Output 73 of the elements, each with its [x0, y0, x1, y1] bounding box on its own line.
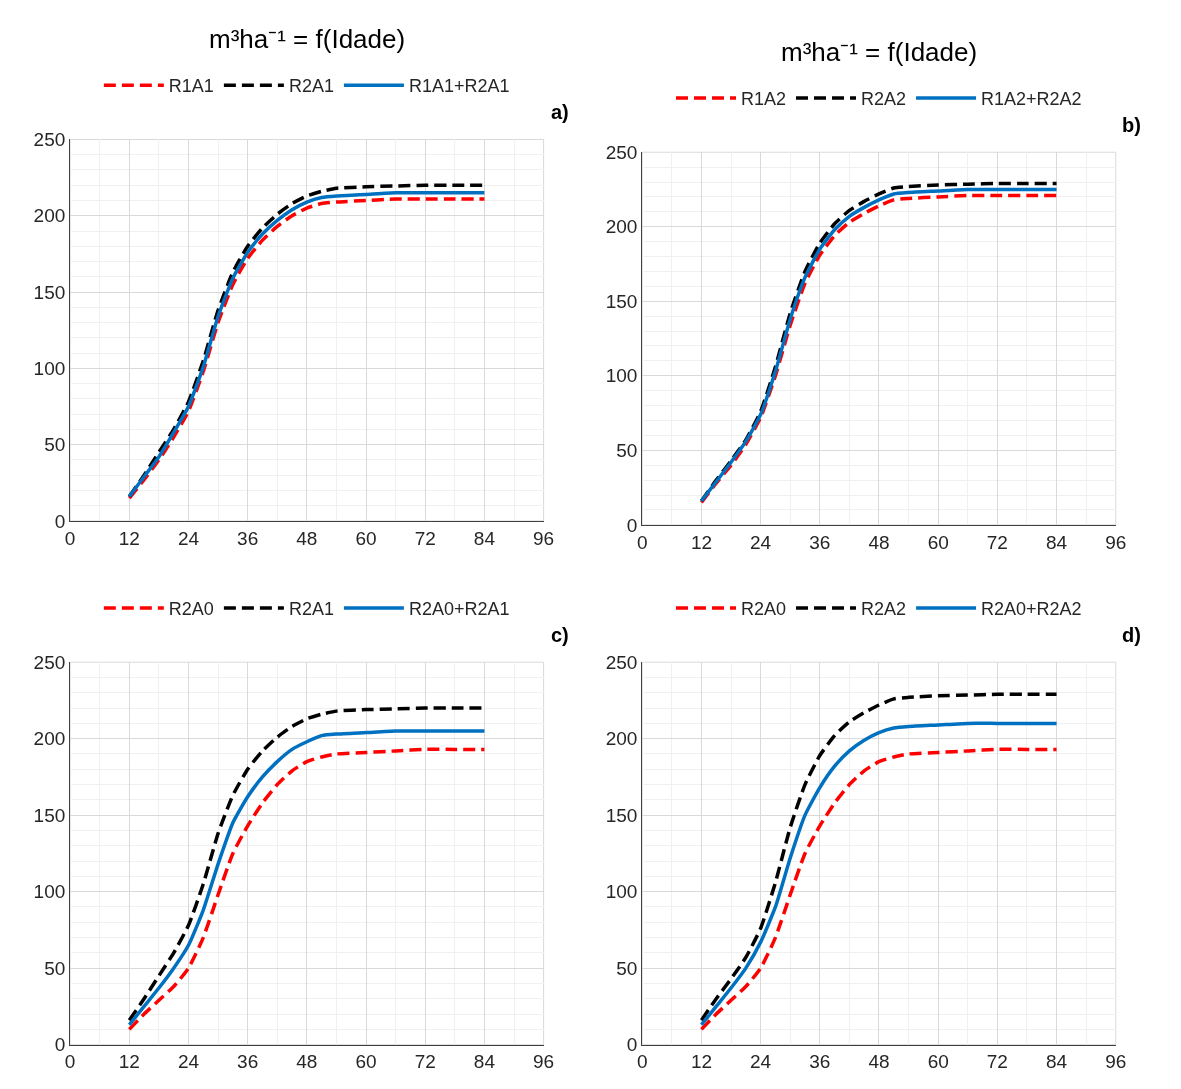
x-tick-label: 84	[473, 527, 496, 549]
x-tick-label: 24	[750, 531, 772, 553]
x-tick-label: 24	[177, 1051, 200, 1073]
y-tick-label: 250	[605, 141, 638, 163]
x-tick-label: 60	[927, 531, 949, 553]
y-tick-label: 250	[33, 651, 66, 673]
x-tick-label: 84	[1045, 1051, 1068, 1073]
x-tick-label: 48	[296, 527, 318, 549]
x-tick-label: 96	[1105, 531, 1127, 553]
y-tick-label: 200	[605, 728, 638, 750]
x-tick-label: 60	[355, 527, 377, 549]
x-tick-label: 96	[533, 1051, 555, 1073]
y-tick-label: 100	[33, 358, 66, 379]
x-tick-label: 36	[237, 1051, 259, 1073]
text: b)	[1122, 114, 1141, 136]
x-tick-label: 24	[177, 527, 200, 549]
x-tick-label: 72	[414, 1051, 436, 1073]
y-tick-label: 200	[605, 216, 638, 238]
legend-label: R2A1	[288, 76, 334, 97]
text: c)	[551, 624, 569, 646]
y-tick-label: 50	[44, 434, 66, 456]
x-tick-label: 12	[690, 1051, 713, 1073]
x-tick-label: 60	[927, 1051, 949, 1073]
legend-label: R2A2	[861, 598, 907, 619]
legend-label: R2A0	[168, 598, 214, 619]
y-tick-label: 250	[33, 129, 66, 151]
legend-label: R2A1	[288, 598, 334, 619]
legend-label: R2A0+R2A1	[408, 598, 510, 619]
x-tick-label: 84	[473, 1051, 496, 1073]
x-tick-label: 60	[355, 1051, 377, 1073]
y-tick-label: 200	[33, 205, 66, 227]
y-tick-label: 150	[33, 281, 66, 303]
y-tick-label: 150	[33, 804, 66, 826]
x-tick-label: 12	[690, 531, 713, 553]
legend-label: R2A2	[861, 88, 907, 109]
x-tick-label: 36	[809, 1051, 831, 1073]
y-tick-label: 150	[605, 290, 638, 312]
x-tick-label: 36	[237, 527, 259, 549]
x-tick-label: 96	[1105, 1051, 1127, 1073]
y-tick-label: 50	[616, 439, 638, 461]
legend-label: R1A1+R2A1	[408, 76, 510, 97]
x-tick-label: 24	[750, 1051, 772, 1073]
x-tick-label: 48	[868, 531, 890, 553]
y-tick-label: 100	[33, 881, 66, 903]
legend-label: R1A2+R2A2	[981, 88, 1082, 109]
x-tick-label: 36	[809, 531, 831, 553]
legend-label: R2A0	[741, 598, 787, 619]
x-tick-label: 12	[118, 527, 140, 549]
x-tick-label: 72	[414, 527, 436, 549]
x-tick-label: 48	[296, 1051, 318, 1073]
y-tick-label: 100	[605, 881, 638, 903]
x-tick-label: 96	[533, 527, 555, 549]
x-tick-label: 48	[868, 1051, 890, 1073]
y-tick-label: 0	[54, 1034, 66, 1056]
chart-title: m³ha⁻¹ = f(Idade)	[781, 37, 978, 67]
legend-label: R2A0+R2A2	[981, 598, 1082, 619]
x-tick-label: 72	[986, 531, 1008, 553]
x-tick-label: 72	[986, 1051, 1008, 1073]
text: d)	[1122, 624, 1141, 646]
legend-label: R1A1	[168, 76, 214, 97]
y-tick-label: 150	[605, 804, 638, 826]
legend-label: R1A2	[741, 88, 787, 109]
text: a)	[551, 101, 569, 123]
x-tick-label: 84	[1045, 531, 1068, 553]
y-tick-label: 0	[54, 510, 66, 532]
y-tick-label: 50	[616, 957, 638, 979]
x-tick-label: 12	[118, 1051, 140, 1073]
y-tick-label: 200	[33, 728, 66, 750]
y-tick-label: 250	[605, 651, 638, 673]
chart-title: m³ha⁻¹ = f(Idade)	[209, 24, 406, 54]
y-tick-label: 100	[605, 365, 638, 387]
y-tick-label: 50	[44, 957, 66, 979]
y-tick-label: 0	[626, 1034, 638, 1056]
